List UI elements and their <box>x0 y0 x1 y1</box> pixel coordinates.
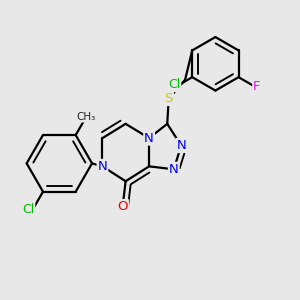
Text: O: O <box>117 200 128 213</box>
Text: CH₃: CH₃ <box>76 112 96 122</box>
Text: Cl: Cl <box>22 203 34 216</box>
Text: S: S <box>164 92 173 105</box>
Text: N: N <box>144 132 154 145</box>
Text: N: N <box>98 160 107 173</box>
Text: Cl: Cl <box>168 78 180 91</box>
Text: F: F <box>253 80 261 93</box>
Text: N: N <box>176 139 186 152</box>
Text: N: N <box>169 163 179 176</box>
